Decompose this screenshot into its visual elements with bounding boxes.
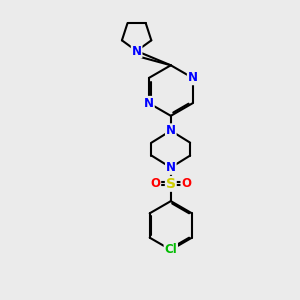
Text: S: S [166,177,176,191]
Text: N: N [144,97,154,110]
Text: N: N [188,71,198,84]
Text: N: N [166,161,176,174]
Text: Cl: Cl [164,243,177,256]
Text: O: O [181,177,191,190]
Text: N: N [166,124,176,137]
Text: N: N [132,44,142,58]
Text: O: O [150,177,160,190]
